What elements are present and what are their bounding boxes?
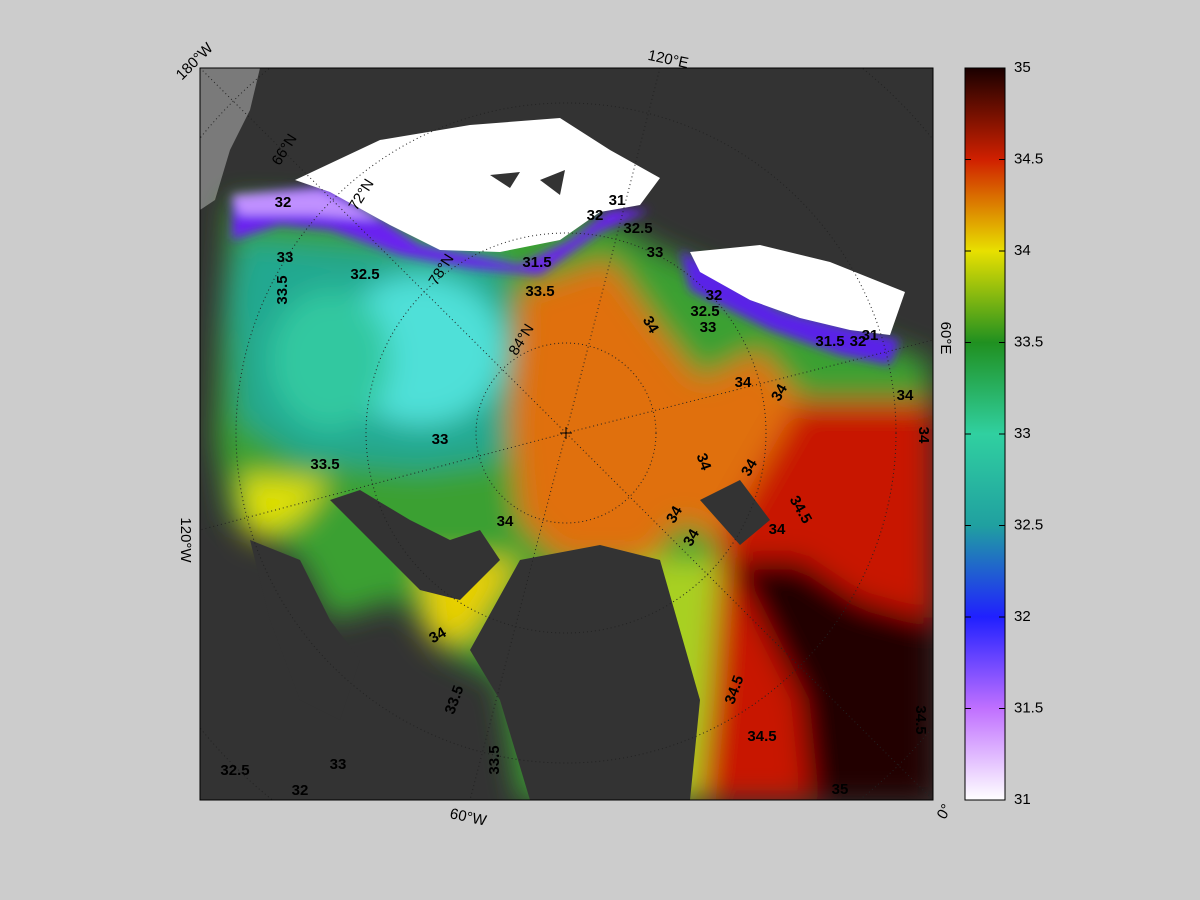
contour-label: 32.5 xyxy=(220,762,249,779)
contour-label: 34.5 xyxy=(912,705,929,734)
contour-label: 35 xyxy=(832,781,849,798)
contour-label: 32 xyxy=(292,782,309,799)
islands xyxy=(490,170,565,195)
contour-label: 32.5 xyxy=(623,220,652,237)
contour-label: 31.5 xyxy=(815,333,844,350)
pole-marker xyxy=(560,427,572,439)
contour-label: 33.5 xyxy=(310,456,339,473)
contour-label: 32 xyxy=(275,194,292,211)
contour-label: 34 xyxy=(735,374,752,391)
colorbar-tick-label: 34.5 xyxy=(1014,150,1043,167)
contour-label: 34 xyxy=(663,503,686,527)
contour-label: 31.5 xyxy=(522,254,551,271)
ocean-field xyxy=(215,200,933,800)
contour-label: 33 xyxy=(700,319,717,336)
colorbar-tick-label: 31.5 xyxy=(1014,699,1043,716)
contour-label: 33.5 xyxy=(525,283,554,300)
arctic-archipelago xyxy=(330,490,500,600)
contour-label: 33 xyxy=(277,249,294,266)
greenland xyxy=(470,545,700,800)
contour-label: 34 xyxy=(897,387,914,404)
contour-label: 31 xyxy=(609,192,626,209)
sea-ice xyxy=(690,245,905,335)
longitude-label: 120°W xyxy=(177,517,194,563)
graticule xyxy=(200,68,933,800)
contour-label: 34 xyxy=(769,521,786,538)
contour-label: 34 xyxy=(426,624,450,647)
longitude-label: 60°E xyxy=(937,322,954,355)
colorbar-tick-label: 33 xyxy=(1014,425,1031,442)
contour-label: 32 xyxy=(850,333,867,350)
colorbar-tick-label: 31 xyxy=(1014,791,1031,808)
contour-label: 34 xyxy=(915,427,932,444)
contour-label: 34 xyxy=(639,313,662,337)
contour-label: 33 xyxy=(647,244,664,261)
sea-ice xyxy=(295,118,660,252)
svalbard xyxy=(700,480,770,545)
contour-label: 34 xyxy=(693,451,715,473)
coastal-band xyxy=(232,185,900,365)
contour-label: 32 xyxy=(587,207,604,224)
colorbar xyxy=(964,67,1006,801)
colorbar-tick-label: 35 xyxy=(1014,59,1031,76)
contour-label: 34 xyxy=(768,381,791,405)
contour-label: 33.5 xyxy=(486,745,503,774)
far-land xyxy=(200,68,260,210)
colorbar-tick-label: 34 xyxy=(1014,242,1031,259)
map-area xyxy=(200,68,933,800)
contour-label: 34 xyxy=(497,513,514,530)
map-frame xyxy=(199,67,934,801)
contour-label: 31 xyxy=(862,327,879,344)
colorbar-tick-label: 33.5 xyxy=(1014,333,1043,350)
contour-label: 32 xyxy=(706,287,723,304)
colorbar-tick-label: 32.5 xyxy=(1014,516,1043,533)
contour-label: 33 xyxy=(432,431,449,448)
contour-label: 34 xyxy=(738,456,761,480)
contour-label: 34.5 xyxy=(747,728,776,745)
contour-label: 32.5 xyxy=(350,266,379,283)
contour-label: 34 xyxy=(680,526,703,550)
colorbar-tick-label: 32 xyxy=(1014,608,1031,625)
contour-label: 33 xyxy=(330,756,347,773)
contour-label: 32.5 xyxy=(690,303,719,320)
contour-label: 33.5 xyxy=(274,275,291,304)
arctic-archipelago xyxy=(250,540,360,720)
